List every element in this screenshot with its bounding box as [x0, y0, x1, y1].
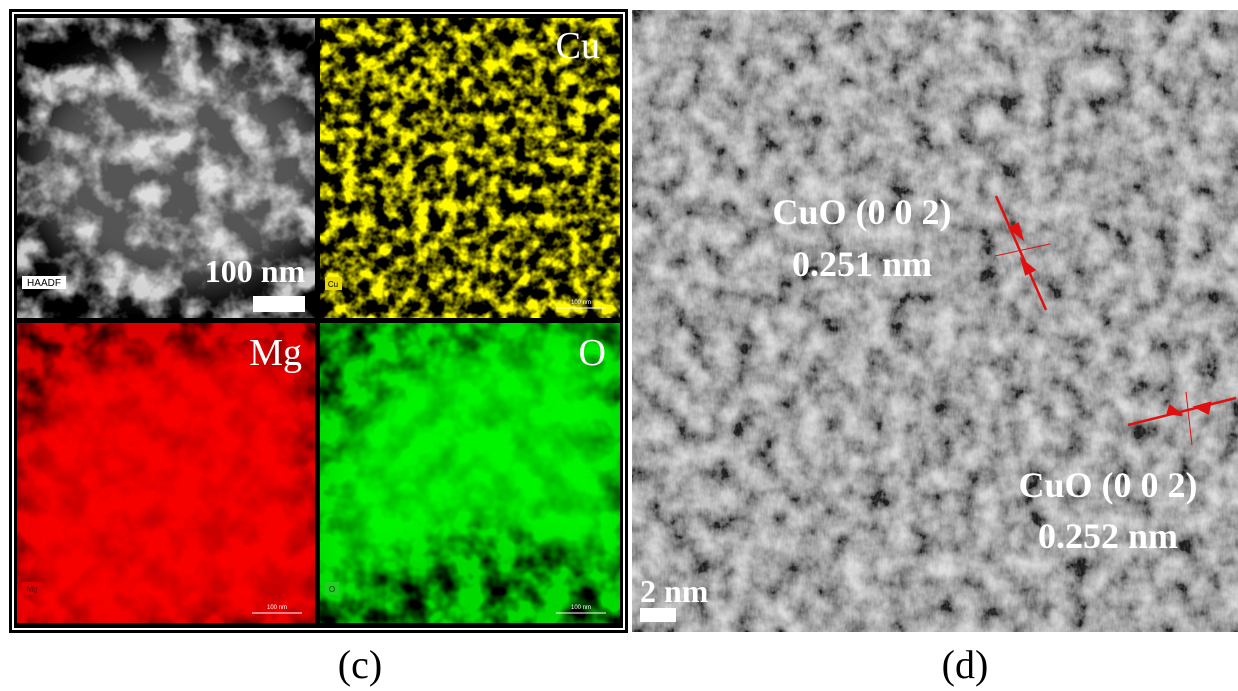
mg-title: Mg [249, 332, 302, 374]
annotation-phase: CuO (0 0 2) [1019, 465, 1198, 505]
haadf-tag: HAADF [27, 278, 61, 289]
annotation-spacing: 0.251 nm [792, 244, 932, 284]
haadf-scale-bar [253, 296, 305, 312]
o-noise [320, 323, 620, 623]
cu-tag: Cu [328, 280, 338, 289]
o-tag: O [329, 585, 335, 594]
cu-title: Cu [556, 25, 600, 67]
o-scale-label: 100 nm [571, 605, 591, 611]
cu-scale-label: 100 nm [571, 300, 591, 306]
body: {"figure": { "panel_c": { "haadf": {"lab… [0, 0, 1238, 691]
o-texture [320, 323, 620, 623]
page: Figure html, body { margin: 0; padding: … [0, 0, 1238, 691]
caption: (c) [338, 642, 382, 687]
mg-scale-label: 100 nm [267, 605, 287, 611]
annotation-spacing: 0.252 nm [1038, 516, 1178, 556]
annotation-phase: CuO (0 0 2) [773, 192, 952, 232]
figure: HAADF 100 nm Cu Cu 100 nm Mg Mg 100 nm O… [0, 0, 1238, 691]
o-title: O [579, 332, 606, 374]
haadf-scale-label: 100 nm [205, 253, 306, 289]
mg-tag: Mg [26, 585, 37, 594]
caption: (d) [942, 642, 989, 687]
tem-scale-bar [640, 608, 676, 622]
tem-scale-label: 2 nm [640, 573, 709, 609]
